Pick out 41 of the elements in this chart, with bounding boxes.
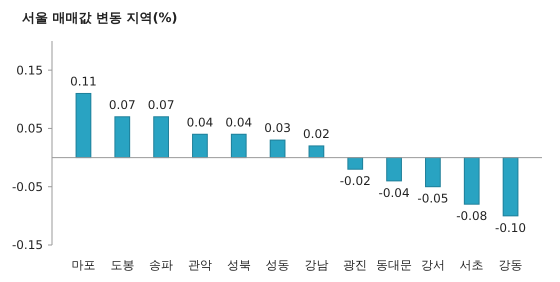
data-label: -0.02 <box>340 174 371 188</box>
bar <box>76 92 92 158</box>
bar <box>464 157 480 205</box>
bar <box>502 157 518 216</box>
data-label: 0.04 <box>186 115 214 130</box>
bar <box>153 116 169 158</box>
x-tick-label: 서초 <box>460 258 484 272</box>
x-tick-label: 강남 <box>304 258 328 272</box>
data-label: 0.03 <box>264 121 291 136</box>
data-label: -0.04 <box>378 186 410 200</box>
data-label: 0.02 <box>303 126 330 141</box>
data-label: -0.10 <box>495 220 526 235</box>
data-label: 0.04 <box>225 115 252 130</box>
bar <box>308 145 324 158</box>
x-tick-label: 광진 <box>343 258 368 272</box>
bar <box>192 134 208 158</box>
y-tick-label: -0.15 <box>12 238 43 252</box>
bar <box>230 134 247 158</box>
x-tick-label: 동대문 <box>376 258 412 272</box>
chart-title: 서울 매매값 변동 지역(%) <box>22 11 178 26</box>
data-label: 0.07 <box>148 98 174 112</box>
x-tick-label: 성동 <box>266 258 290 272</box>
bar <box>270 140 286 158</box>
x-tick-label: 성북 <box>226 258 251 272</box>
data-label: -0.05 <box>417 192 448 206</box>
bar <box>386 157 402 182</box>
x-tick-label: 강서 <box>420 258 445 272</box>
bar <box>114 116 130 158</box>
x-tick-label: 강동 <box>498 258 523 272</box>
bar <box>425 157 441 188</box>
data-label: 0.11 <box>70 74 97 88</box>
data-label: -0.08 <box>456 209 488 224</box>
bar <box>347 157 364 170</box>
data-label: 0.07 <box>108 98 136 112</box>
y-tick-label: 0.15 <box>16 63 43 78</box>
x-tick-label: 송파 <box>149 258 174 272</box>
x-tick-label: 관악 <box>188 258 212 272</box>
y-tick-label: 0.05 <box>16 122 43 136</box>
x-tick-label: 마포 <box>71 258 96 272</box>
x-tick-label: 도봉 <box>110 258 134 272</box>
y-tick-label: -0.05 <box>12 180 43 194</box>
